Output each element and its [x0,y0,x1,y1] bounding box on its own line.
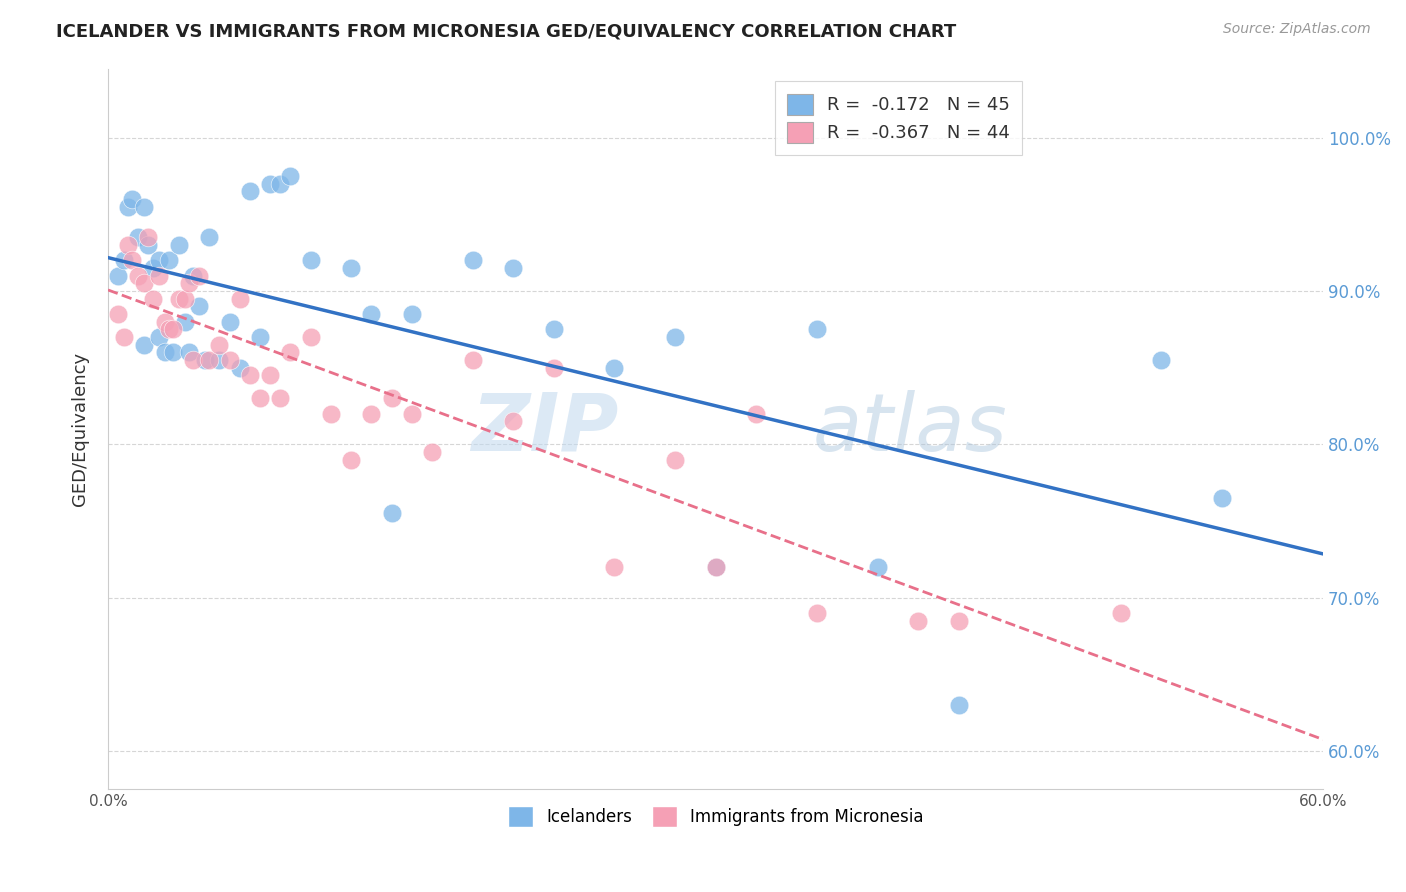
Point [239,368,262,383]
Point [948,614,970,628]
Point [127,230,149,244]
Point [117,200,139,214]
Point [141,260,163,275]
Point [380,391,402,405]
Point [208,337,231,351]
Point [299,330,322,344]
Point [269,177,291,191]
Point [127,268,149,283]
Text: atlas: atlas [813,390,1008,468]
Point [401,307,423,321]
Point [188,268,211,283]
Point [704,560,727,574]
Point [259,368,281,383]
Point [360,307,382,321]
Point [134,200,156,214]
Point [806,322,828,336]
Point [153,345,176,359]
Point [162,345,184,359]
Point [259,177,281,191]
Point [239,184,262,198]
Point [134,276,156,290]
Point [269,391,291,405]
Point [299,253,322,268]
Point [121,192,143,206]
Text: ICELANDER VS IMMIGRANTS FROM MICRONESIA GED/EQUIVALENCY CORRELATION CHART: ICELANDER VS IMMIGRANTS FROM MICRONESIA … [56,22,956,40]
Point [704,560,727,574]
Point [188,299,211,313]
Point [249,391,271,405]
Point [319,407,342,421]
Point [112,253,135,268]
Point [162,322,184,336]
Point [1211,491,1233,505]
Point [1109,606,1132,620]
Point [278,169,301,183]
Text: ZIP: ZIP [471,390,619,468]
Point [174,314,197,328]
Point [177,345,200,359]
Point [502,414,524,428]
Point [148,330,170,344]
Point [664,330,686,344]
Point [461,253,484,268]
Point [138,230,160,244]
Point [401,407,423,421]
Point [167,238,190,252]
Point [157,322,180,336]
Point [153,314,176,328]
Y-axis label: GED/Equivalency: GED/Equivalency [72,351,89,506]
Point [420,445,443,459]
Point [148,253,170,268]
Point [360,407,382,421]
Point [745,407,768,421]
Point [117,238,139,252]
Point [340,452,363,467]
Point [107,307,129,321]
Point [138,238,160,252]
Point [208,352,231,367]
Point [181,352,204,367]
Point [228,360,250,375]
Legend: Icelanders, Immigrants from Micronesia: Icelanders, Immigrants from Micronesia [499,798,932,835]
Point [177,276,200,290]
Point [603,560,626,574]
Point [112,330,135,344]
Point [461,352,484,367]
Text: Source: ZipAtlas.com: Source: ZipAtlas.com [1223,22,1371,37]
Point [134,337,156,351]
Point [198,352,221,367]
Point [664,452,686,467]
Point [543,322,565,336]
Point [167,292,190,306]
Point [198,230,221,244]
Point [603,360,626,375]
Point [218,314,240,328]
Point [866,560,889,574]
Point [806,606,828,620]
Point [141,292,163,306]
Point [1150,352,1173,367]
Point [218,352,240,367]
Point [340,260,363,275]
Point [121,253,143,268]
Point [107,268,129,283]
Point [948,698,970,712]
Point [502,260,524,275]
Point [380,506,402,520]
Point [157,253,180,268]
Point [181,268,204,283]
Point [194,352,217,367]
Point [907,614,929,628]
Point [228,292,250,306]
Point [249,330,271,344]
Point [174,292,197,306]
Point [278,345,301,359]
Point [148,268,170,283]
Point [543,360,565,375]
